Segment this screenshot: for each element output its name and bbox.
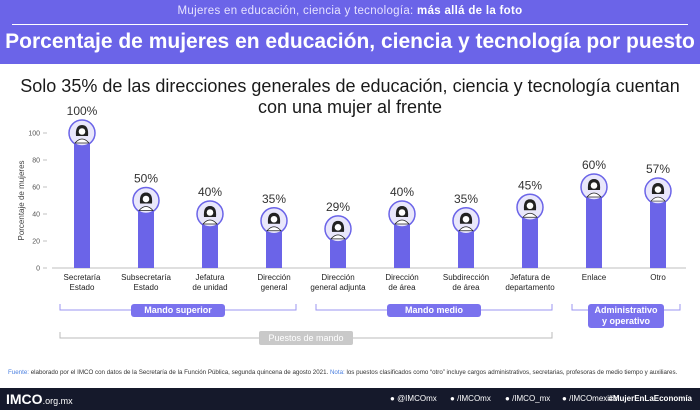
x-tick-label: de área xyxy=(452,283,480,292)
data-label: 40% xyxy=(390,185,414,199)
woman-avatar-icon xyxy=(388,200,416,228)
group-label: Mando superior xyxy=(144,305,212,315)
data-label: 40% xyxy=(198,185,222,199)
avatar-face xyxy=(78,127,86,136)
group-label: Mando medio xyxy=(405,305,464,315)
data-label: 35% xyxy=(262,192,286,206)
group-label: Administrativo xyxy=(594,305,658,315)
group-pill xyxy=(131,304,225,317)
x-tick-label: Jefatura de xyxy=(510,273,551,282)
source-note: Fuente: elaborado por el IMCO con datos … xyxy=(8,369,678,376)
avatar-body xyxy=(522,212,538,218)
avatar-face xyxy=(142,195,150,203)
x-tick-label: Enlace xyxy=(582,273,607,282)
chart-title: Porcentaje de mujeres en educación, cien… xyxy=(5,30,695,53)
y-tick-label: 100 xyxy=(28,131,40,138)
bar xyxy=(74,133,90,268)
woman-avatar-icon xyxy=(644,177,672,205)
data-label: 60% xyxy=(582,158,606,172)
x-tick-label: departamento xyxy=(505,283,555,292)
chart-headline: Solo 35% de las direcciones generales de… xyxy=(20,76,680,117)
avatar-face xyxy=(270,215,278,224)
woman-avatar-icon xyxy=(324,215,352,243)
footer-bar: IMCO.org.mx ● @IMCOmx ● /IMCOmx ● /IMCO_… xyxy=(0,388,700,410)
y-tick-label: 20 xyxy=(32,239,40,246)
avatar-body xyxy=(394,219,410,225)
x-tick-label: Subdirección xyxy=(443,273,489,282)
bar xyxy=(650,191,666,268)
x-tick-label: general adjunta xyxy=(310,283,366,292)
supergroup-label: Puestos de mando xyxy=(268,333,343,343)
data-label: 35% xyxy=(454,192,478,206)
avatar-body xyxy=(330,234,346,240)
group-pill xyxy=(588,304,664,328)
avatar-body xyxy=(650,196,666,202)
x-tick-label: de unidad xyxy=(192,283,227,292)
woman-avatar-icon xyxy=(516,193,544,221)
woman-avatar-icon xyxy=(452,207,480,235)
bar xyxy=(202,214,218,268)
avatar-face xyxy=(590,181,598,190)
x-tick-label: Estado xyxy=(134,283,159,292)
instagram-link[interactable]: ● /IMCO_mx xyxy=(505,394,551,403)
avatar-face xyxy=(654,185,662,194)
x-tick-label: Dirección xyxy=(321,273,354,282)
avatar-face xyxy=(526,201,534,210)
x-tick-label: Dirección xyxy=(385,273,418,282)
twitter-link[interactable]: ● @IMCOmx xyxy=(390,394,437,403)
data-label: 45% xyxy=(518,178,542,192)
woman-avatar-icon xyxy=(580,173,608,201)
avatar-face xyxy=(206,208,214,217)
y-tick-label: 80 xyxy=(32,158,40,165)
group-label: y operativo xyxy=(602,316,651,326)
avatar-body xyxy=(586,192,602,198)
bar xyxy=(394,214,410,268)
x-tick-label: Jefatura xyxy=(196,273,225,282)
woman-avatar-icon xyxy=(132,186,160,215)
y-axis-label: Porcentaje de mujeres xyxy=(17,160,26,240)
youtube-link[interactable]: ● /IMCOmexico xyxy=(562,394,618,403)
y-tick-label: 40 xyxy=(32,212,40,219)
bar-chart: Porcentaje de mujeres 0 20 40 60 80 100 100% Sec… xyxy=(17,104,686,345)
x-tick-label: Secretaría xyxy=(64,273,101,282)
bar xyxy=(586,187,602,268)
avatar-face xyxy=(398,208,406,217)
avatar-body xyxy=(266,226,282,232)
header-divider xyxy=(12,24,688,25)
y-tick-label: 60 xyxy=(32,185,40,192)
avatar-body xyxy=(458,226,474,232)
data-label: 29% xyxy=(326,200,350,214)
avatar-body xyxy=(74,138,90,144)
header-banner: Mujeres en educación, ciencia y tecnolog… xyxy=(0,0,700,64)
avatar-body xyxy=(138,206,154,211)
bar xyxy=(522,207,538,268)
facebook-link[interactable]: ● /IMCOmx xyxy=(450,394,491,403)
woman-avatar-icon xyxy=(196,200,224,228)
hashtag: #MujerEnLaEconomía xyxy=(608,394,692,403)
data-label: 50% xyxy=(134,172,158,186)
header-subtitle: Mujeres en educación, ciencia y tecnolog… xyxy=(177,5,523,17)
bar xyxy=(138,200,154,268)
avatar-face xyxy=(462,215,470,224)
y-tick-label: 0 xyxy=(36,266,40,273)
x-tick-label: general xyxy=(261,283,288,292)
data-label: 57% xyxy=(646,162,670,176)
x-tick-label: Otro xyxy=(650,273,666,282)
avatar-face xyxy=(334,223,342,232)
x-tick-label: de área xyxy=(388,283,416,292)
x-tick-label: Dirección xyxy=(257,273,290,282)
group-pill xyxy=(387,304,481,317)
woman-avatar-icon xyxy=(260,207,288,235)
data-label: 100% xyxy=(67,104,98,118)
x-tick-label: Subsecretaría xyxy=(121,273,171,282)
woman-avatar-icon xyxy=(68,119,96,147)
imco-logo[interactable]: IMCO.org.mx xyxy=(6,391,73,407)
avatar-body xyxy=(202,219,218,225)
x-tick-label: Estado xyxy=(70,283,95,292)
supergroup-pill xyxy=(259,331,353,345)
